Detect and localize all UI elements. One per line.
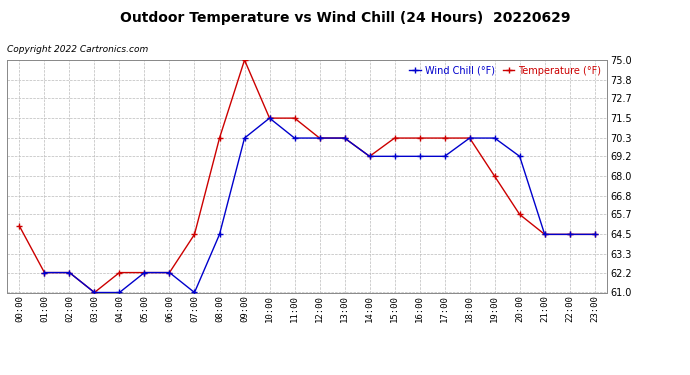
- Text: Outdoor Temperature vs Wind Chill (24 Hours)  20220629: Outdoor Temperature vs Wind Chill (24 Ho…: [120, 11, 570, 25]
- Temperature (°F): [290, 116, 299, 120]
- Temperature (°F): [340, 136, 348, 140]
- Temperature (°F): [540, 232, 549, 237]
- Wind Chill (°F): [315, 136, 324, 140]
- Wind Chill (°F): [391, 154, 399, 159]
- Wind Chill (°F): [515, 154, 524, 159]
- Temperature (°F): [366, 154, 374, 159]
- Temperature (°F): [166, 270, 174, 275]
- Legend: Wind Chill (°F), Temperature (°F): Wind Chill (°F), Temperature (°F): [406, 62, 605, 80]
- Wind Chill (°F): [115, 290, 124, 295]
- Wind Chill (°F): [66, 270, 74, 275]
- Text: Copyright 2022 Cartronics.com: Copyright 2022 Cartronics.com: [7, 45, 148, 54]
- Wind Chill (°F): [566, 232, 574, 237]
- Wind Chill (°F): [90, 290, 99, 295]
- Wind Chill (°F): [266, 116, 274, 120]
- Wind Chill (°F): [540, 232, 549, 237]
- Wind Chill (°F): [591, 232, 599, 237]
- Temperature (°F): [190, 232, 199, 237]
- Temperature (°F): [566, 232, 574, 237]
- Temperature (°F): [140, 270, 148, 275]
- Temperature (°F): [315, 136, 324, 140]
- Temperature (°F): [266, 116, 274, 120]
- Wind Chill (°F): [140, 270, 148, 275]
- Wind Chill (°F): [190, 290, 199, 295]
- Temperature (°F): [215, 136, 224, 140]
- Temperature (°F): [391, 136, 399, 140]
- Temperature (°F): [240, 58, 248, 62]
- Wind Chill (°F): [166, 270, 174, 275]
- Wind Chill (°F): [440, 154, 449, 159]
- Temperature (°F): [90, 290, 99, 295]
- Wind Chill (°F): [290, 136, 299, 140]
- Line: Wind Chill (°F): Wind Chill (°F): [41, 116, 598, 295]
- Wind Chill (°F): [366, 154, 374, 159]
- Temperature (°F): [591, 232, 599, 237]
- Wind Chill (°F): [415, 154, 424, 159]
- Temperature (°F): [491, 174, 499, 178]
- Temperature (°F): [40, 270, 48, 275]
- Temperature (°F): [466, 136, 474, 140]
- Temperature (°F): [15, 224, 23, 228]
- Temperature (°F): [415, 136, 424, 140]
- Temperature (°F): [515, 212, 524, 217]
- Line: Temperature (°F): Temperature (°F): [17, 57, 598, 295]
- Wind Chill (°F): [466, 136, 474, 140]
- Wind Chill (°F): [491, 136, 499, 140]
- Wind Chill (°F): [215, 232, 224, 237]
- Temperature (°F): [440, 136, 449, 140]
- Wind Chill (°F): [240, 136, 248, 140]
- Temperature (°F): [66, 270, 74, 275]
- Wind Chill (°F): [40, 270, 48, 275]
- Wind Chill (°F): [340, 136, 348, 140]
- Temperature (°F): [115, 270, 124, 275]
